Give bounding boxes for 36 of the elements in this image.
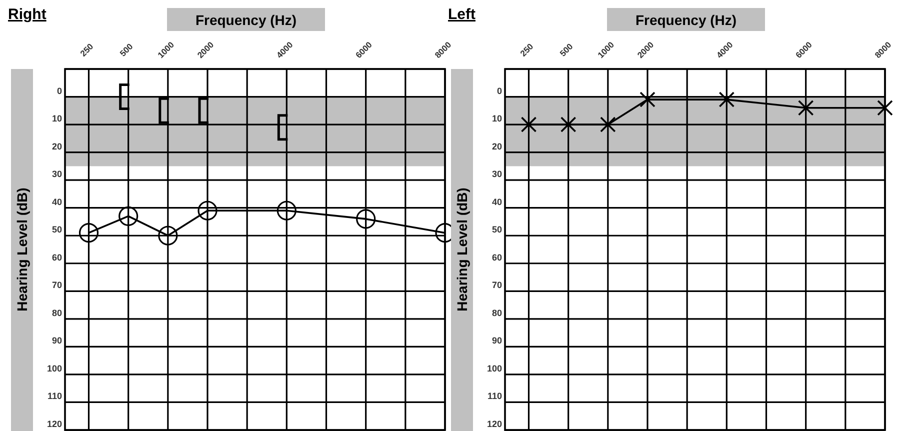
y-tick-label: 10 (492, 114, 502, 124)
chart-title: Left (448, 6, 476, 23)
y-tick-label: 60 (492, 252, 502, 262)
x-tick-label: 500 (558, 41, 575, 58)
y-tick-label: 80 (52, 308, 62, 318)
y-tick-label: 120 (46, 419, 62, 429)
y-tick-label: 60 (52, 252, 62, 262)
y-tick-label: 80 (492, 308, 502, 318)
x-axis-title: Frequency (Hz) (635, 12, 737, 28)
y-tick-label: 70 (52, 280, 62, 290)
x-tick-label: 250 (518, 41, 536, 58)
y-tick-label: 100 (46, 363, 62, 374)
y-tick-label: 20 (492, 141, 502, 152)
chart-title: Right (8, 6, 46, 23)
y-axis-title: Hearing Level (dB) (14, 188, 30, 312)
y-tick-label: 30 (492, 169, 502, 180)
y-tick-label: 90 (52, 336, 62, 346)
y-tick-label: 30 (52, 169, 62, 180)
x-tick-label: 500 (118, 41, 135, 58)
y-tick-label: 90 (492, 336, 502, 346)
y-tick-label: 10 (52, 114, 62, 124)
y-tick-label: 0 (496, 86, 502, 96)
y-tick-label: 50 (52, 224, 62, 235)
y-tick-label: 50 (492, 224, 502, 235)
y-tick-label: 70 (492, 280, 502, 290)
y-tick-label: 0 (56, 86, 62, 96)
y-tick-label: 20 (52, 141, 62, 152)
y-tick-label: 110 (47, 391, 62, 402)
y-tick-label: 110 (487, 391, 502, 402)
y-tick-label: 40 (52, 196, 62, 207)
x-tick-label: 250 (78, 41, 96, 58)
y-tick-label: 120 (486, 419, 502, 429)
y-tick-label: 100 (486, 363, 502, 374)
y-tick-label: 40 (492, 196, 502, 207)
x-axis-title: Frequency (Hz) (195, 12, 297, 28)
y-axis-title: Hearing Level (dB) (454, 188, 470, 312)
